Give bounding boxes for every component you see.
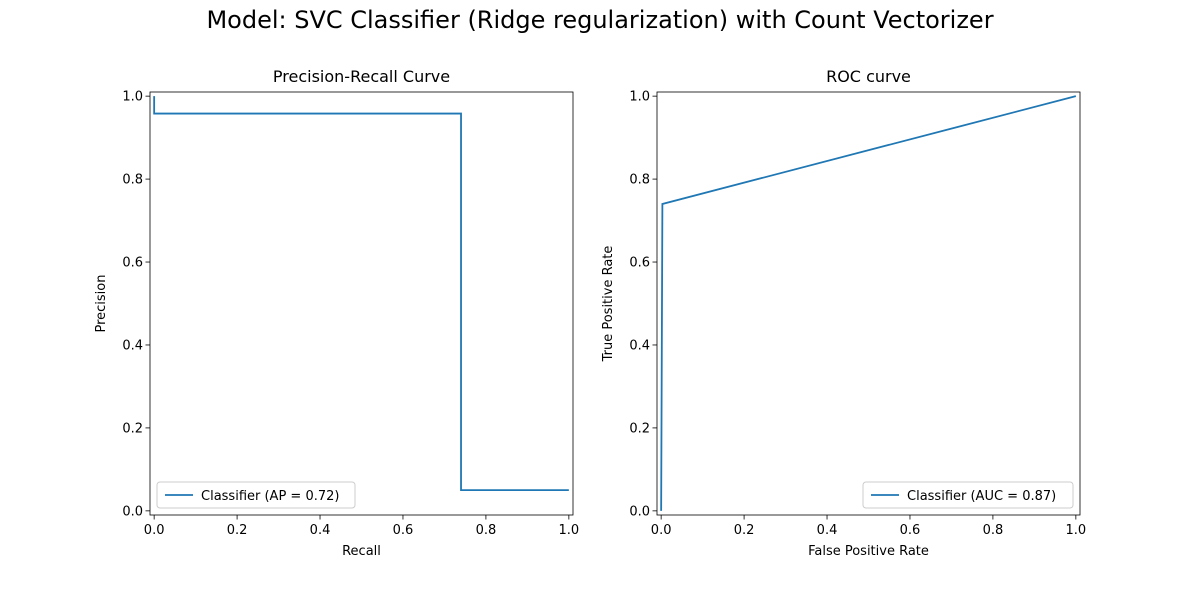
x-tick-label: 0.8 <box>476 523 497 538</box>
chart-title: ROC curve <box>826 67 911 86</box>
y-tick-label: 0.6 <box>122 256 143 271</box>
y-tick-label: 0.2 <box>122 421 143 436</box>
y-tick-label: 0.2 <box>629 421 650 436</box>
y-tick-label: 0.6 <box>629 256 650 271</box>
legend-label: Classifier (AUC = 0.87) <box>907 489 1056 504</box>
x-tick-label: 0.8 <box>983 523 1004 538</box>
x-tick-label: 0.0 <box>651 523 672 538</box>
legend-box <box>156 481 356 509</box>
plot-frame <box>149 91 574 516</box>
series-line <box>660 95 1077 511</box>
legend: Classifier (AUC = 0.87) <box>862 481 1074 509</box>
x-tick-label: 0.4 <box>310 523 331 538</box>
y-axis-label: True Positive Rate <box>601 246 616 363</box>
legend: Classifier (AP = 0.72) <box>156 481 356 509</box>
plot-frame <box>656 91 1081 516</box>
legend-label: Classifier (AP = 0.72) <box>201 489 339 504</box>
y-axis-label: Precision <box>94 274 109 332</box>
x-tick-label: 0.0 <box>144 523 165 538</box>
legend-box <box>862 481 1074 509</box>
x-axis-label: False Positive Rate <box>808 544 929 559</box>
y-tick-label: 1.0 <box>122 90 143 105</box>
x-tick-label: 1.0 <box>1066 523 1087 538</box>
x-tick-label: 0.2 <box>227 523 248 538</box>
y-tick-label: 0.4 <box>629 338 650 353</box>
x-tick-label: 0.6 <box>900 523 921 538</box>
figure-suptitle: Model: SVC Classifier (Ridge regularizat… <box>206 6 994 34</box>
chart-title: Precision-Recall Curve <box>273 67 450 86</box>
x-tick-label: 1.0 <box>559 523 580 538</box>
x-tick-label: 0.6 <box>393 523 414 538</box>
x-axis-label: Recall <box>342 544 381 559</box>
series-line <box>153 96 569 492</box>
x-tick-label: 0.4 <box>817 523 838 538</box>
y-tick-label: 0.8 <box>122 173 143 188</box>
chart-panel-1: Precision-Recall Curve 0.0 0.2 0.4 0.6 0.8 1.0… <box>94 67 579 559</box>
y-tick-label: 0.0 <box>122 504 143 519</box>
y-tick-label: 1.0 <box>629 90 650 105</box>
y-tick-label: 0.4 <box>122 338 143 353</box>
chart-panel-2: ROC curve 0.0 0.2 0.4 0.6 0.8 1.0 0.0 0.2 0.4 0.6 0… <box>601 67 1086 559</box>
x-tick-label: 0.2 <box>734 523 755 538</box>
y-tick-label: 0.0 <box>629 504 650 519</box>
y-tick-label: 0.8 <box>629 173 650 188</box>
